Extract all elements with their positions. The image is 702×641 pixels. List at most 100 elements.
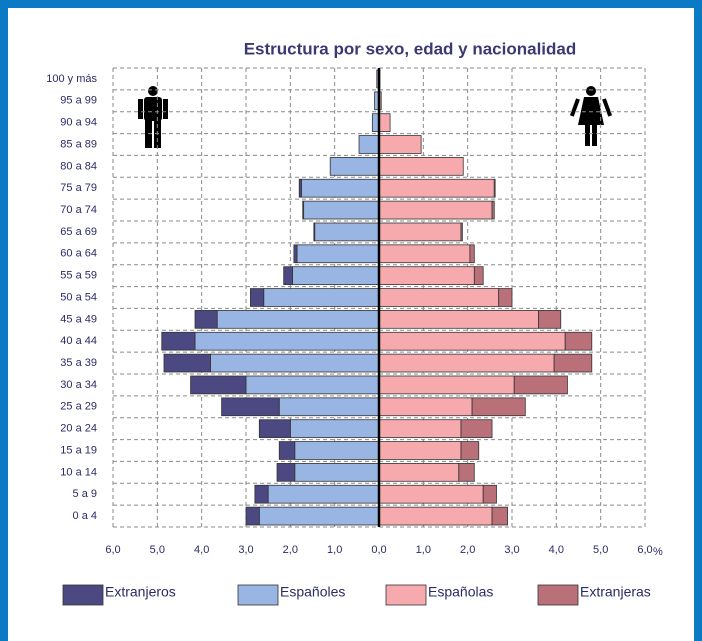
bar [221, 397, 280, 417]
legend-swatch [62, 584, 104, 606]
bar [378, 375, 515, 395]
bar [553, 353, 593, 373]
bar [313, 222, 316, 242]
bar [161, 331, 196, 351]
y-tick-label: 35 a 39 [60, 357, 97, 369]
bar [329, 157, 380, 176]
female-icon [569, 86, 613, 146]
bar [378, 244, 471, 264]
bar [378, 157, 464, 176]
y-tick-label: 60 a 64 [60, 248, 97, 260]
y-tick-label: 0 a 4 [73, 510, 97, 522]
y-tick-label: 5 a 9 [73, 488, 97, 500]
x-tick-label: 5,0 [150, 544, 165, 556]
y-tick-label: 20 a 24 [60, 423, 97, 435]
bar [278, 441, 296, 460]
bar [378, 200, 493, 220]
bar [276, 463, 296, 482]
bar [293, 244, 298, 264]
bar [267, 484, 380, 504]
bar [378, 310, 540, 329]
y-tick-label: 65 a 69 [60, 226, 97, 238]
bar [378, 441, 462, 460]
y-tick-label: 100 y más [46, 73, 97, 85]
bar [471, 397, 526, 417]
bar [294, 441, 380, 460]
bar [296, 244, 380, 264]
bar [378, 397, 473, 417]
y-tick-label: 80 a 84 [60, 160, 97, 172]
bar [378, 178, 495, 198]
y-tick-label: 70 a 74 [60, 204, 97, 216]
legend-label: Extranjeros [105, 584, 176, 600]
x-tick-label: 3,0 [238, 544, 253, 556]
bar [378, 331, 566, 351]
bar [378, 506, 493, 526]
bar [194, 310, 218, 329]
bar [254, 484, 269, 504]
bar [493, 178, 496, 198]
x-tick-label: 4,0 [549, 544, 564, 556]
bar [163, 353, 211, 373]
bar [378, 222, 462, 242]
bar [258, 506, 380, 526]
bar [263, 288, 380, 307]
bar [378, 288, 500, 307]
bar [283, 266, 293, 285]
legend-swatch [537, 584, 579, 606]
bar [378, 419, 462, 438]
bar [378, 484, 484, 504]
bar [298, 178, 302, 198]
bar [258, 419, 291, 438]
x-unit: % [653, 546, 663, 558]
bar [289, 419, 380, 438]
chart-title: Estructura por sexo, edad y nacionalidad [244, 39, 577, 58]
y-tick-label: 75 a 79 [60, 182, 97, 194]
y-tick-label: 95 a 99 [60, 95, 97, 107]
bar [458, 463, 475, 482]
bar [460, 419, 493, 438]
bar [378, 266, 475, 285]
y-tick-label: 55 a 59 [60, 270, 97, 282]
bar [460, 441, 480, 460]
y-tick-label: 10 a 14 [60, 466, 97, 478]
bar [301, 178, 380, 198]
y-tick-label: 30 a 34 [60, 379, 97, 391]
bar [378, 463, 460, 482]
legend-swatch [237, 584, 279, 606]
bar [358, 135, 380, 154]
bar [538, 310, 562, 329]
y-tick-label: 85 a 89 [60, 138, 97, 150]
x-tick-label: 6,0 [637, 544, 652, 556]
bar [378, 135, 422, 154]
bar [378, 113, 391, 132]
bar [250, 288, 265, 307]
x-tick-label: 5,0 [593, 544, 608, 556]
bar [302, 200, 305, 220]
bar [473, 266, 484, 285]
y-tick-label: 45 a 49 [60, 313, 97, 325]
bar [378, 353, 555, 373]
legend-label: Españolas [428, 584, 493, 600]
x-tick-label: 3,0 [504, 544, 519, 556]
x-tick-label: 2,0 [460, 544, 475, 556]
bar [460, 222, 463, 242]
bar [491, 506, 508, 526]
bar [469, 244, 475, 264]
bar [498, 288, 513, 307]
x-tick-label: 1,0 [327, 544, 342, 556]
bar [245, 506, 260, 526]
legend-swatch [385, 584, 427, 606]
bar [314, 222, 380, 242]
y-tick-label: 25 a 29 [60, 401, 97, 413]
bar [294, 463, 380, 482]
y-tick-label: 40 a 44 [60, 335, 97, 347]
x-tick-label: 0,0 [371, 544, 386, 556]
bar [194, 331, 380, 351]
x-tick-label: 4,0 [194, 544, 209, 556]
bar [210, 353, 380, 373]
x-tick-label: 1,0 [416, 544, 431, 556]
male-icon [138, 86, 168, 148]
y-tick-label: 90 a 94 [60, 117, 97, 129]
